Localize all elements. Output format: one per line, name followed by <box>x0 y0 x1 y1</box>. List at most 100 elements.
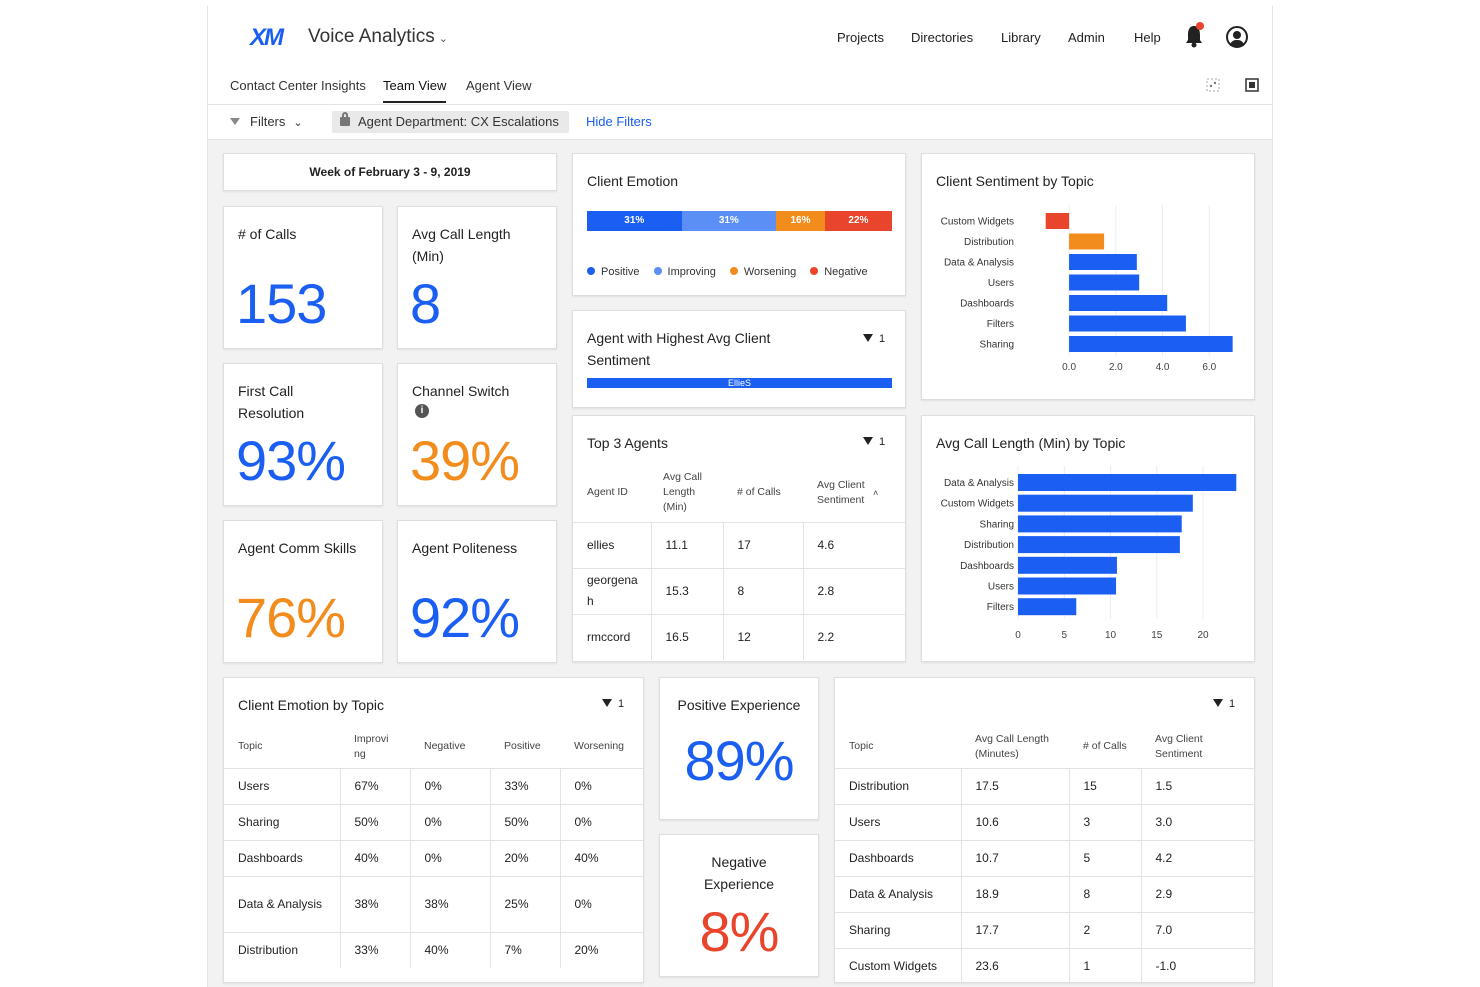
funnel-icon <box>863 437 873 445</box>
table-cell: 20% <box>489 839 560 876</box>
filters-button[interactable]: Filters ⌄ <box>230 114 303 129</box>
nav-admin[interactable]: Admin <box>1068 30 1105 45</box>
table-cell: 0% <box>559 875 643 932</box>
bar[interactable] <box>1069 315 1186 332</box>
column-header[interactable]: Avg Call Length (Minutes) <box>961 726 1069 768</box>
nav-help[interactable]: Help <box>1134 30 1161 45</box>
kpi-channel-card: Channel Switch i 39% <box>397 363 557 506</box>
column-header[interactable]: Topic <box>238 740 263 753</box>
bar[interactable] <box>1018 515 1182 533</box>
bell-icon[interactable] <box>1184 24 1204 48</box>
table-row[interactable]: georgenah 15.3 8 2.8 <box>573 567 905 614</box>
table-cell: 40% <box>339 839 410 876</box>
table-cell: 40% <box>409 931 490 968</box>
table-cell: Sharing <box>224 803 340 840</box>
table-row[interactable]: Sharing 17.7 2 7.0 <box>835 911 1254 948</box>
column-header[interactable]: Avg Client Sentiment ˄ <box>803 464 905 522</box>
table-row[interactable]: Distribution 17.5 15 1.5 <box>835 767 1254 804</box>
emotion-by-topic-table: Topic Improving Negative Positive Worsen… <box>224 726 643 968</box>
category-label: Filters <box>987 319 1014 330</box>
funnel-icon <box>863 334 873 342</box>
scatter-icon[interactable] <box>1206 78 1220 92</box>
column-header[interactable]: Negative <box>424 740 466 753</box>
column-header[interactable]: Worsening <box>574 740 624 753</box>
column-header[interactable]: Improving <box>340 726 410 768</box>
sort-icon: ˄ <box>873 488 879 498</box>
category-label: Sharing <box>980 340 1014 351</box>
bar[interactable] <box>1018 556 1117 574</box>
table-row[interactable]: ellies 11.1 17 4.6 <box>573 521 905 568</box>
column-header[interactable]: Avg Call Length (Min) <box>651 464 723 522</box>
emotion-segment[interactable]: 31% <box>587 211 682 231</box>
column-header[interactable]: Avg Client Sentiment <box>1141 726 1254 768</box>
user-icon[interactable] <box>1226 26 1248 48</box>
bar[interactable] <box>1018 494 1193 512</box>
emotion-segment[interactable]: 22% <box>824 211 892 231</box>
expand-icon[interactable] <box>1245 78 1259 92</box>
table-row[interactable]: Users 10.6 3 3.0 <box>835 803 1254 840</box>
tab-contact-center-insights[interactable]: Contact Center Insights <box>230 78 366 93</box>
emotion-segment[interactable]: 16% <box>776 211 825 231</box>
tab-agent-view[interactable]: Agent View <box>466 78 532 93</box>
table-cell: 5 <box>1068 839 1141 876</box>
table-row[interactable]: Dashboards 40% 0% 20% 40% <box>224 839 643 876</box>
bar[interactable] <box>1018 536 1180 554</box>
legend-item[interactable]: Improving <box>653 266 716 278</box>
bar[interactable] <box>1069 295 1168 311</box>
nav-projects[interactable]: Projects <box>837 30 884 45</box>
column-header[interactable]: # of Calls <box>1083 740 1127 753</box>
filter-badge[interactable]: 1 <box>863 333 885 345</box>
product-switcher[interactable]: Voice Analytics ⌄ <box>308 26 448 48</box>
bar[interactable] <box>1045 213 1070 229</box>
table-row[interactable]: Sharing 50% 0% 50% 0% <box>224 803 643 840</box>
bar[interactable] <box>1069 233 1105 250</box>
bar[interactable] <box>1069 254 1137 270</box>
legend-item[interactable]: Positive <box>587 266 640 278</box>
filter-chip[interactable]: Agent Department: CX Escalations <box>332 111 569 133</box>
table-cell: Sharing <box>835 911 961 948</box>
emotion-segment[interactable]: 31% <box>681 211 777 231</box>
bar[interactable] <box>1069 336 1233 352</box>
table-cell: 1 <box>1068 947 1141 982</box>
table-cell: 0% <box>409 839 490 876</box>
bar[interactable] <box>1069 274 1140 291</box>
kpi-avg-length-card: Avg Call Length (Min) 8 <box>397 206 557 349</box>
table-cell: 8 <box>722 567 803 614</box>
legend-item[interactable]: Negative <box>810 266 868 278</box>
nav-directories[interactable]: Directories <box>911 30 974 45</box>
chevron-down-icon: ⌄ <box>438 33 448 45</box>
table-row[interactable]: rmccord 16.5 12 2.2 <box>573 613 905 660</box>
table-row[interactable]: Data & Analysis 18.9 8 2.9 <box>835 875 1254 912</box>
bar[interactable] <box>1018 474 1237 491</box>
column-header[interactable]: Topic <box>849 740 874 753</box>
table-row[interactable]: Users 67% 0% 33% 0% <box>224 767 643 804</box>
table-row[interactable]: Custom Widgets 23.6 1 -1.0 <box>835 947 1254 982</box>
hide-filters-link[interactable]: Hide Filters <box>586 114 652 129</box>
table-cell: 18.9 <box>960 875 1069 912</box>
table-cell: 4.6 <box>802 521 905 568</box>
bar[interactable] <box>1018 598 1077 616</box>
filter-badge[interactable]: 1 <box>863 436 885 448</box>
tab-team-view[interactable]: Team View <box>383 78 447 103</box>
table-cell: 17.5 <box>960 767 1069 804</box>
table-row[interactable]: Distribution 33% 40% 7% 20% <box>224 931 643 968</box>
table-cell: 0% <box>409 803 490 840</box>
filter-badge[interactable]: 1 <box>602 698 624 710</box>
column-header[interactable]: Positive <box>504 740 541 753</box>
table-row[interactable]: Data & Analysis 38% 38% 25% 0% <box>224 875 643 932</box>
bar[interactable] <box>1018 577 1117 595</box>
agent-bar: EllieS <box>587 378 892 388</box>
column-header[interactable]: Agent ID <box>587 486 628 499</box>
filter-badge[interactable]: 1 <box>1213 698 1235 710</box>
kpi-title: First Call Resolution <box>238 383 305 421</box>
table-cell: 40% <box>559 839 643 876</box>
table-cell: 33% <box>489 767 560 804</box>
kpi-title: Channel Switch <box>412 383 510 399</box>
column-header[interactable]: # of Calls <box>737 486 781 499</box>
legend-item[interactable]: Worsening <box>729 266 796 278</box>
info-icon[interactable]: i <box>415 404 429 418</box>
xm-logo[interactable]: XM <box>250 24 284 51</box>
table-row[interactable]: Dashboards 10.7 5 4.2 <box>835 839 1254 876</box>
nav-library[interactable]: Library <box>1001 30 1041 45</box>
table-cell: 0% <box>559 803 643 840</box>
